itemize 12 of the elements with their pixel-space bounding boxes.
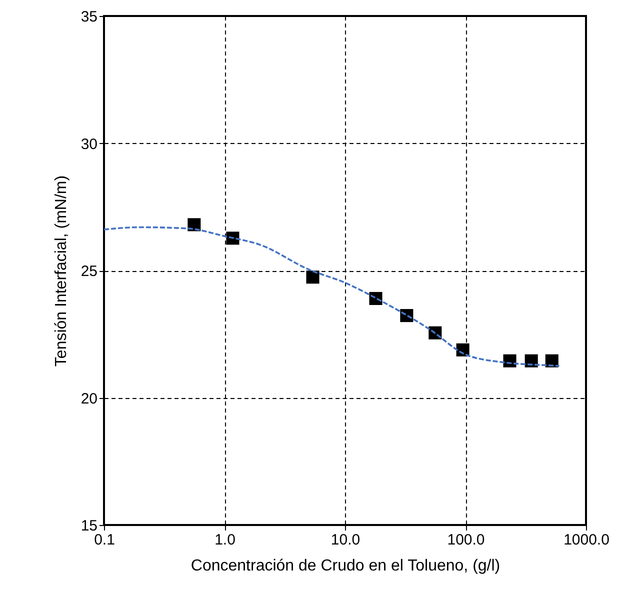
x-axis-title: Concentración de Crudo en el Tolueno, (g/l) [190, 558, 500, 574]
x-tick-label: 0.1 [94, 532, 115, 548]
y-axis-title: Tensión Interfacial, (mN/m) [52, 175, 70, 367]
y-tick-label: 15 [80, 518, 98, 534]
x-tick-label: 1.0 [214, 532, 236, 548]
y-tick-label: 20 [80, 390, 98, 408]
x-tick-label: 10.0 [330, 532, 360, 548]
y-tick-label: 25 [80, 263, 98, 280]
x-tick-label: 100.0 [447, 532, 485, 548]
y-tick-label: 30 [80, 136, 98, 153]
x-tick-label: 1000.0 [564, 532, 610, 548]
y-tick-label: 35 [80, 8, 98, 26]
